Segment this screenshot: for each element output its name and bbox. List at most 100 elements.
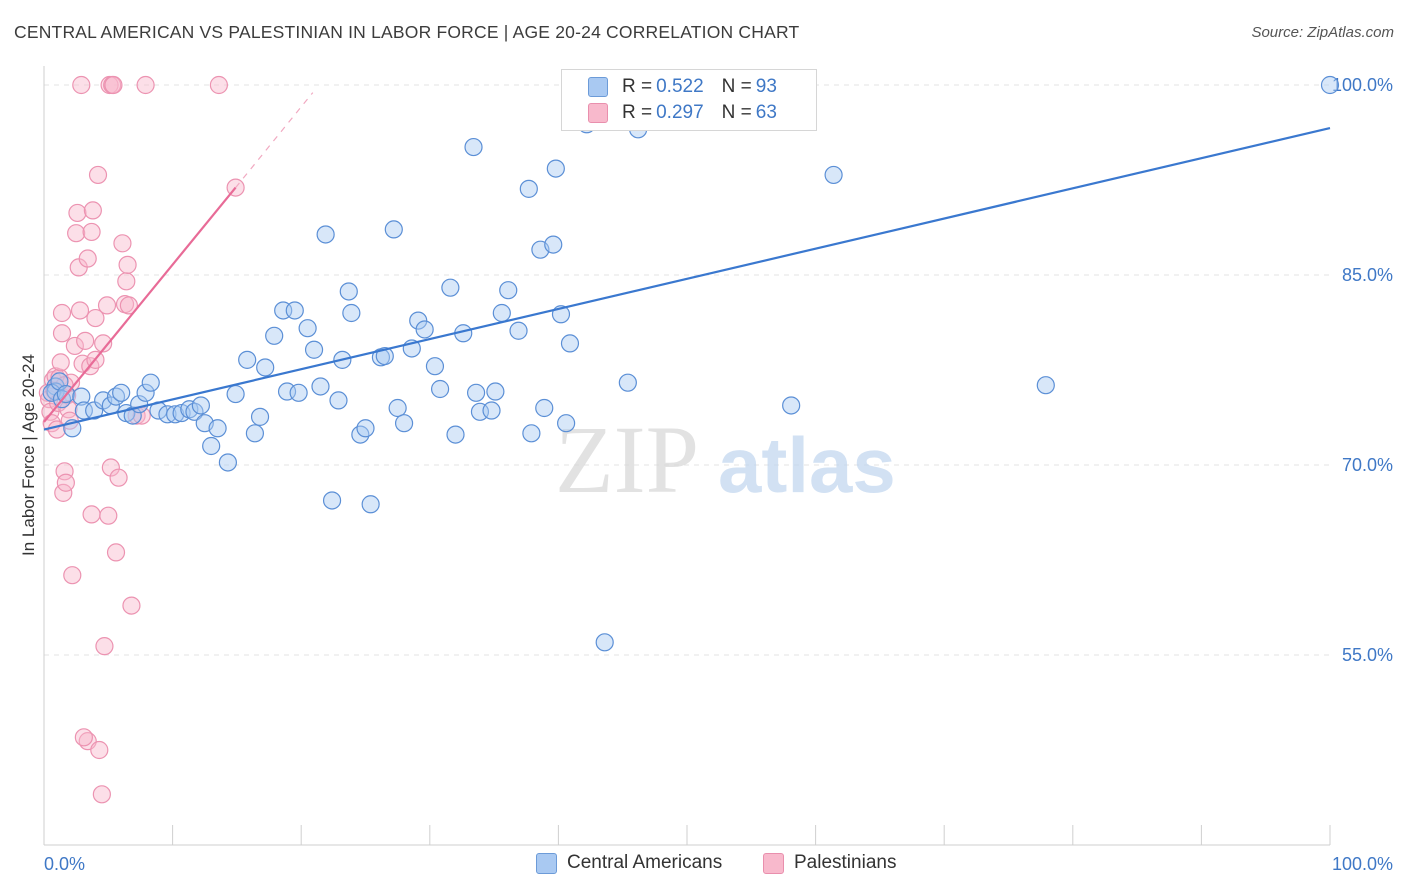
palestinian-point: [82, 505, 101, 524]
grid-lines: [44, 84, 1330, 656]
central-american-point: [535, 398, 554, 418]
legend-row-central-americans: R = 0.522 N = 93: [562, 74, 777, 100]
palestinian-point: [104, 75, 123, 95]
central-american-point: [74, 401, 93, 420]
central-american-point: [557, 414, 576, 433]
watermark-atlas: atlas: [718, 421, 896, 509]
y-tick-labels: 100.0% 85.0% 70.0% 55.0%: [1332, 75, 1393, 665]
legend-r-value: 0.297: [656, 102, 704, 123]
central-american-point: [522, 424, 541, 443]
y-tick-label: 100.0%: [1332, 75, 1393, 95]
central-american-point: [238, 350, 257, 369]
palestinian-points: [38, 75, 245, 804]
palestinian-point: [72, 75, 91, 95]
central-american-point: [430, 379, 450, 399]
palestinian-point: [65, 336, 84, 356]
palestinian-point: [95, 637, 114, 656]
central-american-point: [158, 405, 177, 424]
palestinian-point: [101, 458, 120, 477]
x-tick-label: 0.0%: [44, 854, 85, 874]
legend-label-palestinians: Palestinians: [794, 852, 897, 873]
central-american-point: [441, 278, 460, 297]
y-tick-label: 70.0%: [1342, 455, 1393, 475]
bottom-legend-palestinians: Palestinians: [763, 852, 896, 874]
palestinian-point: [113, 234, 132, 253]
bottom-legend-central-americans: Central Americans: [536, 852, 722, 874]
chart-title: CENTRAL AMERICAN VS PALESTINIAN IN LABOR…: [14, 22, 800, 42]
watermark: ZIP atlas: [555, 406, 896, 513]
central-american-point: [1320, 75, 1340, 95]
central-american-point: [595, 633, 614, 652]
palestinian-point: [122, 596, 141, 615]
central-american-point: [202, 436, 221, 456]
legend-swatch-pink: [588, 103, 608, 123]
central-american-point: [394, 414, 414, 433]
central-american-point: [123, 406, 142, 425]
palestinian-point: [88, 165, 108, 185]
central-american-point: [409, 311, 428, 330]
central-american-point: [218, 453, 237, 472]
palestinian-point: [68, 203, 87, 223]
stats-legend: R = 0.522 N = 93 R = 0.297 N = 63: [561, 69, 817, 131]
palestinian-point: [136, 75, 155, 95]
central-american-point: [208, 419, 227, 438]
central-american-point: [470, 402, 490, 421]
central-american-point: [304, 340, 324, 359]
palestinian-point: [78, 249, 97, 268]
legend-row-palestinians: R = 0.297 N = 63: [562, 100, 777, 126]
palestinian-point: [52, 303, 72, 323]
palestinian-point: [97, 296, 117, 315]
central-american-point: [256, 358, 275, 377]
palestinian-trend-extension: [235, 92, 314, 188]
legend-n-value: 93: [755, 76, 777, 97]
central-american-point: [499, 281, 518, 300]
central-american-point: [166, 405, 185, 424]
palestinian-point: [83, 201, 102, 220]
central-american-point: [141, 373, 160, 392]
central-american-point: [250, 407, 270, 426]
central-american-point: [361, 495, 380, 514]
central-american-point: [1036, 376, 1055, 395]
central-american-point: [356, 419, 375, 438]
palestinian-point: [118, 255, 137, 274]
palestinian-point: [70, 301, 90, 320]
central-american-point: [509, 321, 528, 340]
legend-r-value: 0.522: [656, 76, 704, 97]
y-axis-title: In Labor Force | Age 20-24: [19, 354, 38, 556]
central-american-point: [226, 384, 245, 404]
central-american-point: [85, 401, 104, 420]
legend-n-value: 63: [755, 102, 777, 123]
central-american-point: [446, 425, 465, 444]
central-american-point: [464, 137, 483, 157]
central-american-point: [618, 373, 637, 392]
palestinian-point: [209, 75, 228, 95]
palestinian-point: [109, 468, 128, 487]
central-american-point: [342, 303, 361, 323]
palestinian-point: [82, 222, 101, 242]
y-tick-label: 85.0%: [1342, 265, 1393, 285]
palestinian-point: [106, 543, 126, 562]
central-american-point: [265, 326, 284, 345]
central-american-point: [486, 382, 505, 401]
central-american-point: [824, 165, 843, 185]
palestinian-point: [56, 473, 75, 492]
central-american-points: [42, 75, 1340, 652]
central-american-point: [311, 377, 330, 396]
central-american-point: [425, 357, 445, 376]
palestinian-point: [86, 308, 105, 328]
legend-swatch-pink: [763, 852, 784, 874]
central-american-trend-line: [43, 126, 1331, 431]
y-tick-label: 55.0%: [1342, 645, 1393, 665]
axes: [43, 66, 1331, 846]
central-american-point: [375, 346, 394, 366]
palestinian-point: [67, 224, 86, 243]
x-tick-labels: 0.0% 100.0%: [44, 854, 1393, 874]
legend-label-central-americans: Central Americans: [567, 852, 723, 873]
palestinian-point: [90, 740, 109, 760]
central-american-point: [782, 396, 801, 415]
x-tick-label: 100.0%: [1332, 854, 1393, 874]
central-american-point: [298, 319, 317, 338]
central-american-point: [112, 383, 131, 402]
central-american-point: [72, 387, 91, 406]
central-american-point: [316, 225, 335, 244]
